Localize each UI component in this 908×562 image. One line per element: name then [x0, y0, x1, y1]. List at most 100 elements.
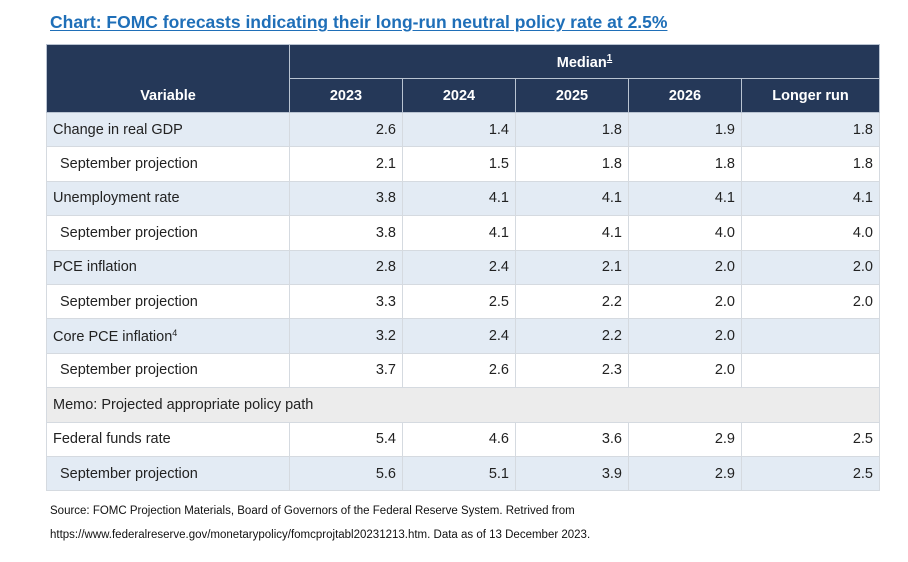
table-cell: 2.5 — [741, 455, 880, 492]
row-label-text: September projection — [60, 293, 198, 310]
table-cell: 1.8 — [515, 111, 629, 148]
row-label: Change in real GDP — [46, 111, 290, 148]
table-cell: 4.1 — [402, 215, 516, 251]
row-label: Memo: Projected appropriate policy path — [46, 387, 880, 423]
table-cell: 5.6 — [289, 455, 403, 492]
median-label: Median — [556, 54, 607, 71]
table-cell: 3.8 — [289, 180, 403, 217]
table-cell: 2.1 — [515, 249, 629, 285]
chart-title[interactable]: Chart: FOMC forecasts indicating their l… — [50, 12, 668, 32]
table-cell: 2.4 — [402, 318, 516, 354]
table-cell: 3.7 — [289, 352, 403, 389]
table-cell: 2.0 — [628, 352, 742, 389]
table-cell: 1.5 — [402, 146, 516, 182]
table-cell: 1.8 — [741, 146, 880, 182]
table-cell: 5.4 — [289, 421, 403, 457]
projections-table: Variable Median1 2023 2024 2025 2026 Lon… — [46, 44, 880, 492]
table-row: September projection 5.6 5.1 3.9 2.9 2.5 — [46, 455, 880, 492]
table-cell: 2.2 — [515, 283, 629, 320]
table-cell: 3.3 — [289, 283, 403, 320]
table-row: PCE inflation 2.8 2.4 2.1 2.0 2.0 — [46, 249, 880, 285]
table-body: Change in real GDP 2.6 1.4 1.8 1.9 1.8 Septemb… — [46, 111, 880, 492]
table-cell: 4.1 — [402, 180, 516, 217]
row-label: September projection — [46, 215, 290, 251]
table-cell — [741, 318, 880, 354]
table-cell: 1.8 — [741, 111, 880, 148]
table-cell: 4.1 — [628, 180, 742, 217]
table-cell: 2.0 — [628, 318, 742, 354]
row-label: Federal funds rate — [46, 421, 290, 457]
table-cell: 5.1 — [402, 455, 516, 492]
table-cell: 3.2 — [289, 318, 403, 354]
table-cell: 2.4 — [402, 249, 516, 285]
table-row: Core PCE inflation4 3.2 2.4 2.2 2.0 — [46, 318, 880, 354]
table-header: Variable Median1 2023 2024 2025 2026 Lon… — [46, 44, 880, 113]
table-row: September projection 2.1 1.5 1.8 1.8 1.8 — [46, 146, 880, 182]
source-line-1: Source: FOMC Projection Materials, Board… — [50, 505, 575, 517]
table-cell: 2.8 — [289, 249, 403, 285]
table-cell: 4.0 — [741, 215, 880, 251]
row-label-text: September projection — [60, 362, 198, 379]
table-row: Memo: Projected appropriate policy path — [46, 387, 880, 423]
row-label-text: Memo: Projected appropriate policy path — [53, 396, 314, 413]
row-label: PCE inflation — [46, 249, 290, 285]
row-label-text: Change in real GDP — [53, 121, 183, 138]
table-cell: 2.5 — [741, 421, 880, 457]
variable-header: Variable — [46, 44, 290, 113]
row-label: September projection — [46, 455, 290, 492]
footnote-marker[interactable]: 4 — [172, 327, 178, 338]
table-row: Unemployment rate 3.8 4.1 4.1 4.1 4.1 — [46, 180, 880, 217]
median-footnote-link[interactable]: 1 — [606, 52, 613, 64]
column-header-2023: 2023 — [289, 78, 403, 113]
table-row: September projection 3.7 2.6 2.3 2.0 — [46, 352, 880, 389]
table-cell — [741, 352, 880, 389]
table-cell: 1.8 — [628, 146, 742, 182]
row-label: September projection — [46, 283, 290, 320]
table-row: September projection 3.8 4.1 4.1 4.0 4.0 — [46, 215, 880, 251]
table-cell: 2.5 — [402, 283, 516, 320]
table-cell: 1.9 — [628, 111, 742, 148]
table-cell: 2.2 — [515, 318, 629, 354]
row-label-text: Federal funds rate — [53, 431, 171, 448]
table-cell: 4.1 — [741, 180, 880, 217]
row-label: Unemployment rate — [46, 180, 290, 217]
table-cell: 2.9 — [628, 455, 742, 492]
table-cell: 2.3 — [515, 352, 629, 389]
column-header-2025: 2025 — [515, 78, 629, 113]
table-cell: 3.9 — [515, 455, 629, 492]
table-cell: 2.0 — [741, 283, 880, 320]
table-row: September projection 3.3 2.5 2.2 2.0 2.0 — [46, 283, 880, 320]
column-header-longer-run: Longer run — [741, 78, 880, 113]
table-row: Federal funds rate 5.4 4.6 3.6 2.9 2.5 — [46, 421, 880, 457]
row-label: Core PCE inflation4 — [46, 318, 290, 354]
source-line-2: https://www.federalreserve.gov/monetaryp… — [50, 529, 591, 541]
table-cell: 3.8 — [289, 215, 403, 251]
table-cell: 2.0 — [628, 283, 742, 320]
table-cell: 4.1 — [515, 215, 629, 251]
row-label-text: Core PCE inflation — [53, 328, 173, 345]
table-row: Change in real GDP 2.6 1.4 1.8 1.9 1.8 — [46, 111, 880, 148]
row-label-text: Unemployment rate — [53, 190, 180, 207]
row-label-text: September projection — [60, 465, 198, 482]
table-cell: 4.0 — [628, 215, 742, 251]
median-header: Median1 — [289, 44, 880, 79]
table-cell: 2.0 — [741, 249, 880, 285]
table-cell: 2.0 — [628, 249, 742, 285]
table-cell: 4.1 — [515, 180, 629, 217]
column-header-2024: 2024 — [402, 78, 516, 113]
table-cell: 2.9 — [628, 421, 742, 457]
column-header-2026: 2026 — [628, 78, 742, 113]
table-cell: 2.6 — [402, 352, 516, 389]
table-cell: 2.6 — [289, 111, 403, 148]
table-cell: 1.4 — [402, 111, 516, 148]
row-label-text: September projection — [60, 224, 198, 241]
row-label-text: PCE inflation — [53, 259, 137, 276]
table-cell: 3.6 — [515, 421, 629, 457]
source-note: Source: FOMC Projection Materials, Board… — [50, 499, 590, 547]
row-label: September projection — [46, 352, 290, 389]
table-cell: 1.8 — [515, 146, 629, 182]
table-cell: 4.6 — [402, 421, 516, 457]
table-cell: 2.1 — [289, 146, 403, 182]
row-label-text: September projection — [60, 156, 198, 173]
row-label: September projection — [46, 146, 290, 182]
